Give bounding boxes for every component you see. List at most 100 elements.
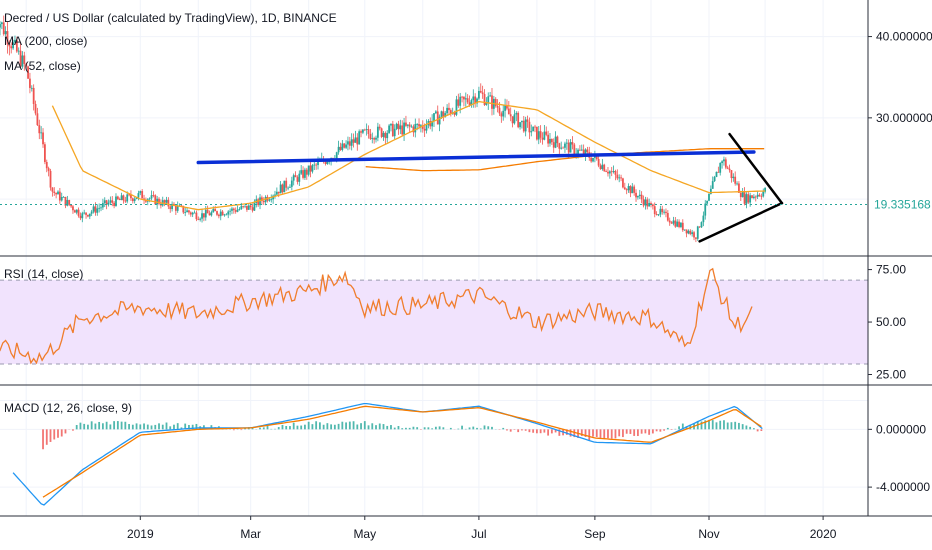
candle-body (36, 113, 39, 126)
macd-hist-bar (423, 427, 426, 430)
candle-body (6, 31, 9, 45)
candle-body (399, 125, 402, 130)
macd-hist-bar (483, 425, 486, 430)
candle-body (650, 203, 652, 205)
candle-body (507, 108, 510, 115)
candle-body (0, 22, 3, 25)
candle-body (532, 126, 535, 132)
candle-body (584, 149, 587, 156)
candle-body (479, 90, 482, 93)
candle-body (380, 128, 383, 137)
legend-ma200[interactable]: MA (200, close) (4, 34, 87, 48)
candle-body (348, 141, 351, 146)
macd-hist-bar (348, 421, 351, 430)
candle-body (498, 107, 501, 114)
legend-ma52[interactable]: MA (52, close) (4, 59, 81, 73)
macd-hist-bar (760, 429, 763, 431)
candle-body (423, 128, 426, 131)
rsi-title[interactable]: RSI (14, close) (4, 267, 83, 281)
candle-body (38, 125, 41, 134)
macd-hist-bar (169, 426, 172, 430)
candle-body (526, 119, 529, 122)
candle-body (672, 220, 675, 224)
candle-body (577, 149, 579, 154)
candle-body (66, 200, 69, 206)
candle-body (249, 205, 252, 208)
candle-body (678, 221, 680, 227)
candle-body (289, 186, 291, 188)
candle-body (403, 122, 405, 135)
candle-body (154, 195, 157, 205)
candle-body (130, 194, 132, 199)
macd-hist-bar (678, 426, 680, 430)
candle-body (691, 232, 694, 235)
candle-body (352, 139, 355, 143)
candle-body (754, 196, 757, 198)
candle-body (42, 132, 44, 145)
candle-body (715, 171, 718, 177)
macd-hist-bar (300, 425, 303, 430)
macd-hist-bar (154, 424, 157, 430)
macd-hist-bar (547, 429, 550, 436)
macd-hist-bar (94, 423, 97, 430)
candle-body (446, 107, 448, 114)
macd-hist-bar (367, 425, 370, 430)
candle-body (524, 119, 527, 132)
candle-body (169, 206, 172, 210)
candle-body (397, 123, 400, 130)
candle-body (567, 142, 570, 153)
macd-title[interactable]: MACD (12, 26, close, 9) (4, 401, 132, 415)
candle-body (45, 162, 48, 169)
candle-body (687, 230, 690, 234)
candle-body (298, 173, 301, 182)
candle-body (653, 206, 656, 215)
macd-hist-bar (180, 427, 183, 430)
candle-body (603, 164, 606, 172)
macd-hist-bar (708, 419, 710, 430)
macd-hist-bar (711, 420, 714, 430)
candle-body (68, 200, 71, 205)
candle-body (723, 159, 725, 162)
candle-body (487, 96, 490, 103)
candle-body (120, 195, 123, 201)
macd-hist-bar (734, 421, 737, 430)
candle-body (513, 114, 516, 124)
candle-body (274, 194, 276, 196)
price-tick-label: 40.000000 (876, 30, 932, 44)
macd-hist-bar (188, 424, 190, 430)
macd-hist-bar (584, 429, 587, 437)
candle-body (262, 200, 265, 203)
candle-body (610, 171, 613, 173)
macd-hist-bar (135, 423, 138, 430)
candle-body (244, 205, 246, 207)
macd-hist-bar (595, 429, 598, 438)
candle-body (565, 142, 568, 144)
candle-body (734, 176, 737, 184)
candle-body (528, 121, 531, 133)
candle-body (455, 99, 458, 115)
candle-body (743, 192, 746, 204)
candle-body (689, 230, 692, 235)
macd-hist-bar (101, 423, 104, 430)
macd-hist-bar (528, 429, 531, 433)
candle-body (614, 171, 617, 175)
candle-body (717, 171, 720, 173)
candle-body (438, 116, 441, 125)
candle-body (305, 169, 308, 175)
candle-body (592, 157, 594, 162)
candle-body (442, 111, 445, 118)
trendlines[interactable] (196, 132, 784, 243)
candle-body (410, 126, 413, 128)
trendline-triangle-lower (698, 201, 784, 243)
macd-hist-bar (532, 429, 535, 433)
candle-body (126, 194, 129, 202)
candle-body (223, 214, 226, 216)
candle-body (195, 212, 198, 220)
candle-body (466, 98, 469, 103)
macd-hist-bar (128, 424, 130, 430)
macd-hist-bar (588, 429, 591, 441)
candle-body (350, 139, 353, 146)
candle-body (618, 177, 621, 179)
candle-body (79, 215, 82, 219)
